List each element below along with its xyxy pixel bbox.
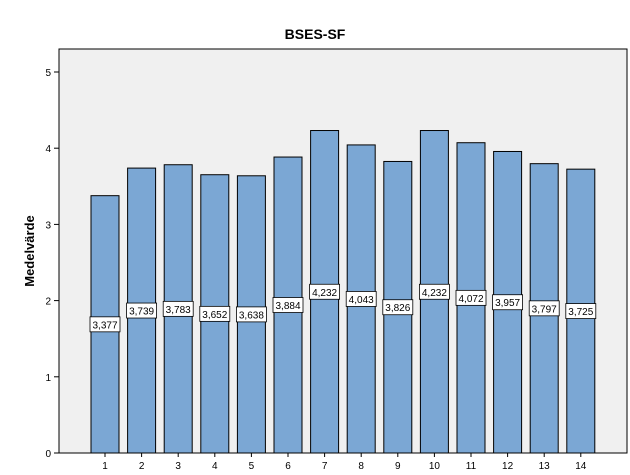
x-tick-label: 12 [502,461,514,472]
data-label-box [272,297,304,313]
x-tick-label: 9 [395,461,401,472]
x-tick-label: 10 [429,461,441,472]
data-label-box [235,306,267,323]
y-axis: 0 1 2 3 4 5 [45,68,59,460]
x-tick-label: 6 [285,461,291,472]
data-label-box [382,299,414,316]
y-tick-label: 0 [45,449,51,460]
data-labels: 3,377 3,739 3,783 3,652 3,638 3,884 4,232 4,043… [89,283,597,333]
data-label: 4,232 [312,288,337,299]
data-label-box [565,303,597,319]
x-tick-label: 1 [102,461,108,472]
data-label-box [89,316,121,333]
x-tick-label: 4 [212,461,218,472]
data-label-box [126,302,157,319]
data-label: 3,739 [129,307,154,318]
data-label-box [418,283,450,300]
x-tick-label: 11 [466,461,477,472]
chart-title: BSES-SF [285,26,346,42]
data-label-box [455,289,487,306]
x-tick-label: 3 [175,461,181,472]
data-label: 3,377 [92,320,117,331]
data-label-box [345,291,377,307]
x-tick-label: 5 [249,461,255,472]
data-label-box [492,294,524,311]
x-tick-label: 8 [358,461,364,472]
y-tick-label: 4 [45,144,51,155]
data-label: 3,884 [275,301,300,312]
data-label: 3,826 [385,303,410,314]
data-label-box [199,305,231,322]
data-label: 3,783 [166,305,191,316]
data-label: 4,043 [349,295,374,306]
x-tick-label: 14 [575,461,587,472]
y-axis-label: Medelvärde [22,215,37,287]
data-label: 4,072 [458,294,483,305]
data-label-box [528,300,560,317]
data-label: 3,638 [239,310,264,321]
y-tick-label: 5 [45,68,51,79]
data-label-box [162,300,194,317]
y-tick-label: 1 [45,373,51,384]
data-label: 3,957 [495,298,520,309]
x-axis: 1 2 3 4 5 6 7 8 9 10 11 12 13 14 [102,453,587,472]
x-tick-label: 2 [139,461,145,472]
data-label: 4,232 [422,288,447,299]
y-tick-label: 2 [45,297,51,308]
x-tick-label: 13 [539,461,551,472]
y-tick-label: 3 [45,220,51,231]
data-label: 3,652 [202,310,227,321]
x-tick-label: 7 [322,461,328,472]
data-label: 3,725 [568,307,593,318]
data-label-box [309,283,341,300]
data-label: 3,797 [532,304,557,315]
